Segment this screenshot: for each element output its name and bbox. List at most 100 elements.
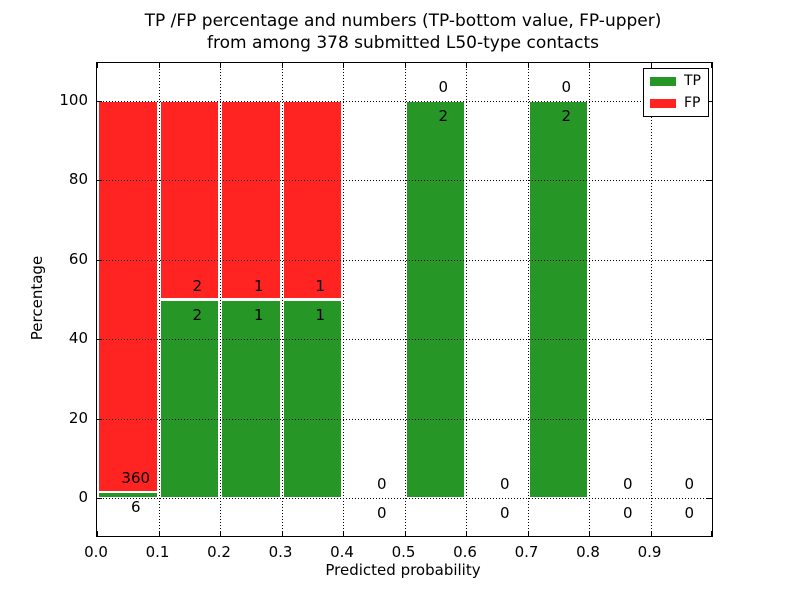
y-tick-mark	[97, 259, 102, 261]
y-tick-label: 0	[78, 488, 88, 507]
fp-count-label: 0	[561, 77, 572, 96]
y-tick-label: 20	[68, 408, 88, 427]
bar-segment-tp	[528, 100, 588, 499]
v-gridline	[343, 63, 344, 536]
x-tick-mark	[158, 531, 160, 536]
tp-count-label: 0	[499, 504, 510, 523]
x-tick-label: 0.9	[637, 543, 662, 561]
legend: TP FP	[643, 68, 709, 117]
tp-count-label: 0	[376, 504, 387, 523]
x-tick-mark	[404, 531, 406, 536]
x-tick-mark	[281, 63, 283, 68]
x-tick-mark	[158, 63, 160, 68]
fp-count-label: 0	[499, 475, 510, 494]
bar-segment-fp	[98, 100, 158, 492]
tp-count-label: 1	[253, 305, 264, 324]
y-tick-mark	[707, 498, 712, 500]
x-tick-mark	[343, 63, 344, 68]
tp-count-label: 2	[192, 305, 203, 324]
v-gridline	[589, 63, 590, 536]
x-tick-label: 0.5	[391, 543, 416, 561]
v-gridline	[404, 63, 406, 536]
bar-segment-tp	[221, 299, 281, 499]
bar-segment-tp	[282, 299, 342, 499]
x-tick-label: 0.8	[576, 543, 600, 561]
y-tick-mark	[707, 259, 712, 261]
bar-segment-fp	[221, 100, 281, 300]
x-tick-mark	[527, 531, 529, 536]
v-gridline	[281, 63, 283, 536]
chart-title-line2: from among 378 submitted L50-type contac…	[207, 33, 599, 53]
x-tick-mark	[527, 63, 529, 68]
x-tick-mark	[281, 531, 283, 536]
x-tick-label: 0.0	[84, 543, 108, 561]
x-tick-mark	[711, 531, 712, 536]
x-tick-label: 0.7	[514, 543, 539, 561]
v-gridline	[466, 63, 467, 536]
y-tick-mark	[707, 180, 712, 182]
v-gridline	[220, 63, 221, 536]
x-tick-mark	[650, 531, 652, 536]
y-tick-mark	[97, 180, 102, 182]
x-tick-label: 0.2	[207, 543, 231, 561]
fp-count-label: 0	[376, 475, 387, 494]
x-tick-label: 0.1	[145, 543, 170, 561]
y-tick-label: 100	[59, 90, 88, 109]
y-tick-label: 60	[68, 249, 88, 268]
bar-segment-tp	[405, 100, 465, 499]
v-gridline	[158, 63, 160, 536]
x-tick-mark	[711, 63, 712, 68]
y-tick-label: 40	[68, 329, 88, 348]
fp-count-label: 1	[253, 276, 264, 295]
chart-title: TP /FP percentage and numbers (TP-bottom…	[0, 10, 800, 54]
x-tick-mark	[589, 531, 590, 536]
fp-count-label: 2	[192, 276, 203, 295]
y-tick-mark	[97, 339, 102, 341]
y-tick-mark	[97, 498, 102, 500]
fp-count-label: 0	[438, 77, 449, 96]
bar-segment-fp	[282, 100, 342, 300]
x-tick-mark	[404, 63, 406, 68]
y-axis-label: Percentage	[28, 255, 46, 341]
y-tick-mark	[707, 100, 712, 102]
x-tick-label: 0.4	[330, 543, 354, 561]
chart-title-line1: TP /FP percentage and numbers (TP-bottom…	[144, 11, 662, 31]
fp-count-label: 1	[315, 276, 326, 295]
fp-color-swatch	[650, 99, 676, 108]
x-tick-mark	[97, 531, 98, 536]
x-tick-mark	[589, 63, 590, 68]
x-axis-label: Predicted probability	[325, 561, 481, 579]
fp-count-label: 0	[622, 475, 633, 494]
legend-label-fp: FP	[684, 95, 701, 111]
tp-color-swatch	[650, 77, 676, 86]
tp-count-label: 2	[561, 106, 572, 125]
x-tick-mark	[343, 531, 344, 536]
y-tick-mark	[707, 339, 712, 341]
v-gridline	[527, 63, 529, 536]
fp-count-label: 360	[121, 468, 151, 487]
legend-item-tp: TP	[650, 74, 702, 89]
y-tick-mark	[97, 100, 102, 102]
legend-item-fp: FP	[650, 96, 702, 111]
legend-label-tp: TP	[684, 73, 701, 89]
x-tick-mark	[220, 531, 221, 536]
tp-count-label: 0	[622, 504, 633, 523]
y-tick-mark	[707, 418, 712, 420]
fp-count-label: 0	[684, 475, 695, 494]
tp-count-label: 1	[315, 305, 326, 324]
x-tick-label: 0.3	[268, 543, 293, 561]
x-tick-mark	[466, 531, 467, 536]
x-tick-mark	[466, 63, 467, 68]
x-tick-mark	[97, 63, 98, 68]
plot-area: TP FP 360 6 2 2 1 1 1 1 0 0 0 2 0 0 0 2 0 0 0 0	[96, 62, 713, 537]
x-tick-mark	[220, 63, 221, 68]
tp-count-label: 0	[684, 504, 695, 523]
bar-segment-tp	[159, 299, 219, 499]
bar-segment-tp	[98, 491, 158, 499]
x-tick-mark	[650, 63, 652, 68]
tp-count-label: 2	[438, 106, 449, 125]
y-tick-mark	[97, 418, 102, 420]
tp-count-label: 6	[130, 497, 141, 516]
bar-segment-fp	[159, 100, 219, 300]
